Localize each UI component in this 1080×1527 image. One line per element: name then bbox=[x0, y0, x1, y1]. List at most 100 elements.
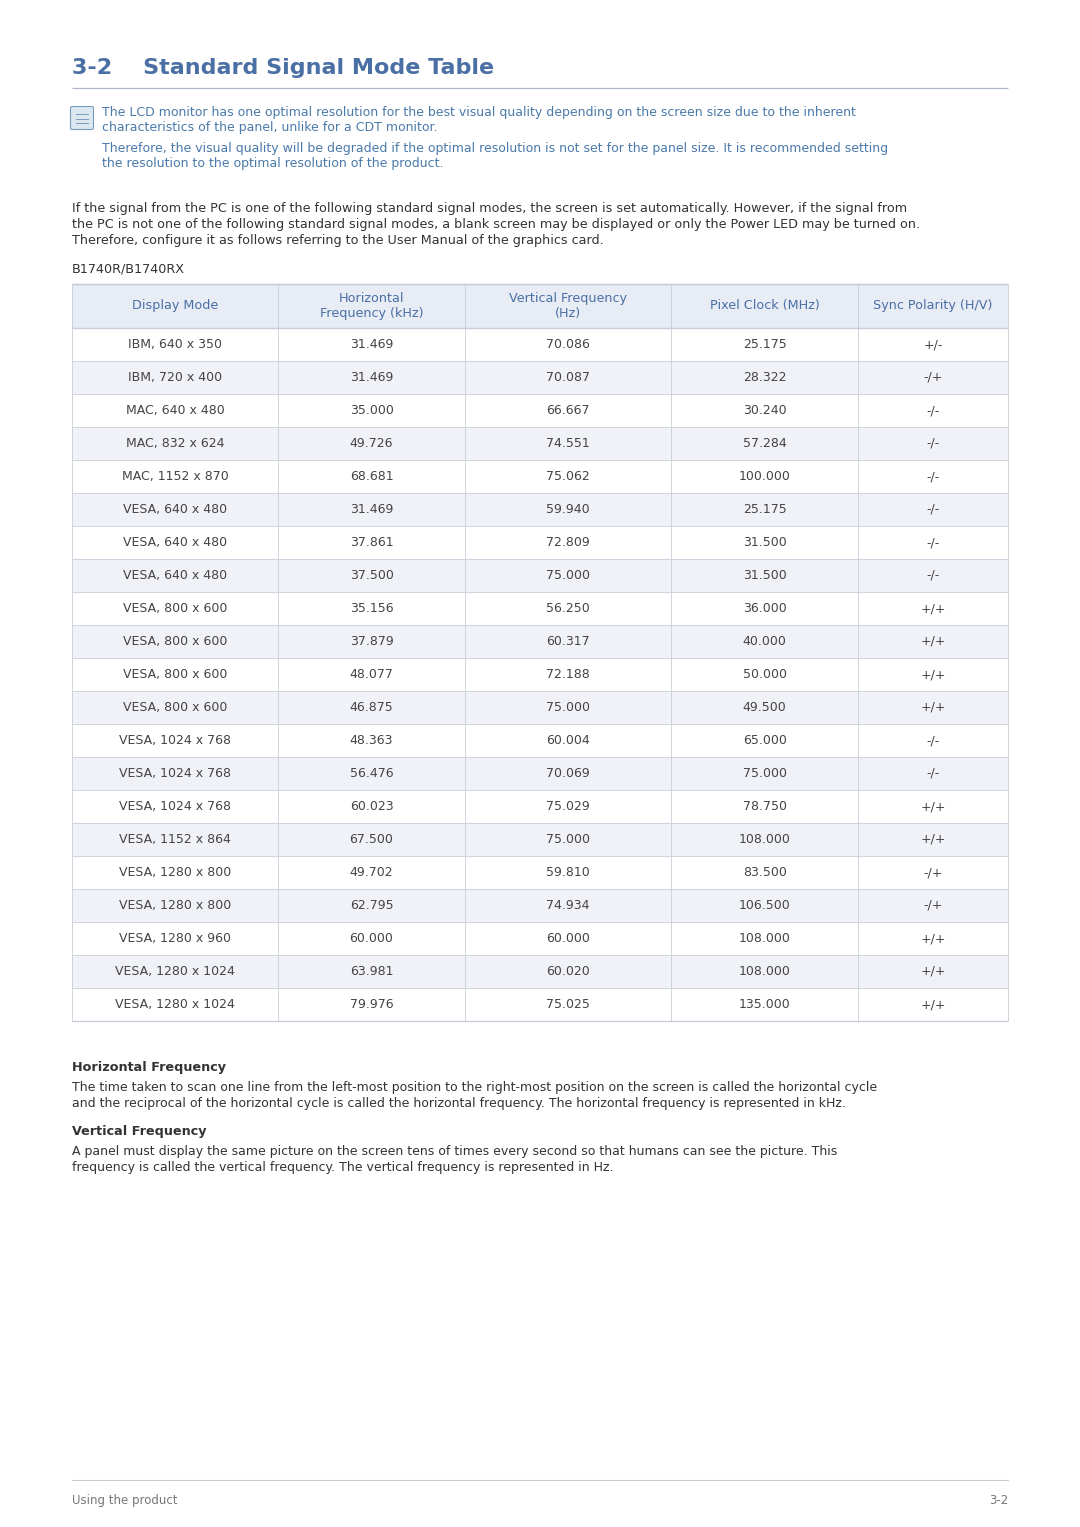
Text: 25.175: 25.175 bbox=[743, 502, 786, 516]
Text: Using the product: Using the product bbox=[72, 1493, 177, 1507]
Text: Sync Polarity (H/V): Sync Polarity (H/V) bbox=[874, 299, 993, 313]
Text: +/+: +/+ bbox=[920, 965, 946, 977]
Text: 31.500: 31.500 bbox=[743, 570, 786, 582]
Text: VESA, 1280 x 800: VESA, 1280 x 800 bbox=[119, 899, 231, 912]
Text: 74.551: 74.551 bbox=[546, 437, 590, 450]
Text: Horizontal Frequency: Horizontal Frequency bbox=[72, 1061, 226, 1073]
Text: 50.000: 50.000 bbox=[743, 667, 786, 681]
Text: 68.681: 68.681 bbox=[350, 470, 393, 483]
Text: VESA, 1280 x 1024: VESA, 1280 x 1024 bbox=[116, 965, 234, 977]
Bar bbox=[72, 394, 1008, 428]
Text: 70.069: 70.069 bbox=[546, 767, 590, 780]
Bar bbox=[72, 328, 1008, 360]
Text: -/+: -/+ bbox=[923, 899, 943, 912]
Text: 31.469: 31.469 bbox=[350, 502, 393, 516]
Text: 49.702: 49.702 bbox=[350, 866, 393, 880]
Text: -/-: -/- bbox=[927, 536, 940, 550]
Text: 83.500: 83.500 bbox=[743, 866, 786, 880]
Text: VESA, 1280 x 800: VESA, 1280 x 800 bbox=[119, 866, 231, 880]
Text: 46.875: 46.875 bbox=[350, 701, 393, 715]
Text: VESA, 800 x 600: VESA, 800 x 600 bbox=[123, 667, 227, 681]
Text: Pixel Clock (MHz): Pixel Clock (MHz) bbox=[710, 299, 820, 313]
Bar bbox=[72, 922, 1008, 954]
Text: 49.500: 49.500 bbox=[743, 701, 786, 715]
Bar bbox=[72, 493, 1008, 525]
Bar bbox=[72, 889, 1008, 922]
Text: -/-: -/- bbox=[927, 570, 940, 582]
Text: 59.810: 59.810 bbox=[546, 866, 590, 880]
Text: 66.667: 66.667 bbox=[546, 405, 590, 417]
Text: 75.000: 75.000 bbox=[546, 834, 590, 846]
Text: 72.188: 72.188 bbox=[546, 667, 590, 681]
Bar bbox=[72, 625, 1008, 658]
Text: IBM, 640 x 350: IBM, 640 x 350 bbox=[127, 337, 222, 351]
Bar bbox=[72, 284, 1008, 328]
Text: +/+: +/+ bbox=[920, 834, 946, 846]
Text: VESA, 1280 x 960: VESA, 1280 x 960 bbox=[119, 931, 231, 945]
Text: VESA, 640 x 480: VESA, 640 x 480 bbox=[123, 502, 227, 516]
Bar bbox=[72, 559, 1008, 592]
Text: 72.809: 72.809 bbox=[546, 536, 590, 550]
Text: VESA, 800 x 600: VESA, 800 x 600 bbox=[123, 701, 227, 715]
FancyBboxPatch shape bbox=[70, 107, 94, 130]
Text: VESA, 800 x 600: VESA, 800 x 600 bbox=[123, 602, 227, 615]
Bar bbox=[72, 658, 1008, 692]
Text: +/+: +/+ bbox=[920, 602, 946, 615]
Text: 60.020: 60.020 bbox=[546, 965, 590, 977]
Text: 108.000: 108.000 bbox=[739, 931, 791, 945]
Text: +/+: +/+ bbox=[920, 931, 946, 945]
Text: VESA, 1280 x 1024: VESA, 1280 x 1024 bbox=[116, 999, 234, 1011]
Text: 31.469: 31.469 bbox=[350, 337, 393, 351]
Text: 37.500: 37.500 bbox=[350, 570, 393, 582]
Text: IBM, 720 x 400: IBM, 720 x 400 bbox=[127, 371, 222, 383]
Text: If the signal from the PC is one of the following standard signal modes, the scr: If the signal from the PC is one of the … bbox=[72, 202, 907, 215]
Text: The LCD monitor has one optimal resolution for the best visual quality depending: The LCD monitor has one optimal resoluti… bbox=[102, 105, 855, 119]
Text: Horizontal
Frequency (kHz): Horizontal Frequency (kHz) bbox=[320, 292, 423, 321]
Text: 31.500: 31.500 bbox=[743, 536, 786, 550]
Text: +/+: +/+ bbox=[920, 701, 946, 715]
Bar bbox=[72, 724, 1008, 757]
Text: +/+: +/+ bbox=[920, 635, 946, 647]
Text: MAC, 640 x 480: MAC, 640 x 480 bbox=[125, 405, 225, 417]
Text: 108.000: 108.000 bbox=[739, 965, 791, 977]
Bar bbox=[72, 823, 1008, 857]
Text: VESA, 640 x 480: VESA, 640 x 480 bbox=[123, 536, 227, 550]
Text: 3-2    Standard Signal Mode Table: 3-2 Standard Signal Mode Table bbox=[72, 58, 495, 78]
Text: 28.322: 28.322 bbox=[743, 371, 786, 383]
Text: -/+: -/+ bbox=[923, 371, 943, 383]
Bar bbox=[72, 857, 1008, 889]
Text: 60.000: 60.000 bbox=[350, 931, 393, 945]
Text: the PC is not one of the following standard signal modes, a blank screen may be : the PC is not one of the following stand… bbox=[72, 218, 920, 231]
Text: 49.726: 49.726 bbox=[350, 437, 393, 450]
Text: +/+: +/+ bbox=[920, 800, 946, 812]
Text: characteristics of the panel, unlike for a CDT monitor.: characteristics of the panel, unlike for… bbox=[102, 121, 437, 134]
Text: +/-: +/- bbox=[923, 337, 943, 351]
Text: 75.025: 75.025 bbox=[546, 999, 590, 1011]
Text: +/+: +/+ bbox=[920, 667, 946, 681]
Text: 75.000: 75.000 bbox=[546, 701, 590, 715]
Text: VESA, 1024 x 768: VESA, 1024 x 768 bbox=[119, 767, 231, 780]
Text: 74.934: 74.934 bbox=[546, 899, 590, 912]
Text: 35.156: 35.156 bbox=[350, 602, 393, 615]
Text: 108.000: 108.000 bbox=[739, 834, 791, 846]
Text: 62.795: 62.795 bbox=[350, 899, 393, 912]
Text: 37.861: 37.861 bbox=[350, 536, 393, 550]
Text: 60.000: 60.000 bbox=[546, 931, 590, 945]
Bar bbox=[72, 988, 1008, 1022]
Bar bbox=[72, 592, 1008, 625]
Text: 100.000: 100.000 bbox=[739, 470, 791, 483]
Text: 31.469: 31.469 bbox=[350, 371, 393, 383]
Text: 67.500: 67.500 bbox=[350, 834, 393, 846]
Text: A panel must display the same picture on the screen tens of times every second s: A panel must display the same picture on… bbox=[72, 1145, 837, 1157]
Bar bbox=[72, 954, 1008, 988]
Bar bbox=[72, 757, 1008, 789]
Text: 30.240: 30.240 bbox=[743, 405, 786, 417]
Text: MAC, 1152 x 870: MAC, 1152 x 870 bbox=[122, 470, 228, 483]
Text: +/+: +/+ bbox=[920, 999, 946, 1011]
Text: 59.940: 59.940 bbox=[546, 502, 590, 516]
Text: 79.976: 79.976 bbox=[350, 999, 393, 1011]
Text: 78.750: 78.750 bbox=[743, 800, 786, 812]
Text: B1740R/B1740RX: B1740R/B1740RX bbox=[72, 263, 185, 275]
Text: 60.317: 60.317 bbox=[546, 635, 590, 647]
Bar bbox=[72, 360, 1008, 394]
